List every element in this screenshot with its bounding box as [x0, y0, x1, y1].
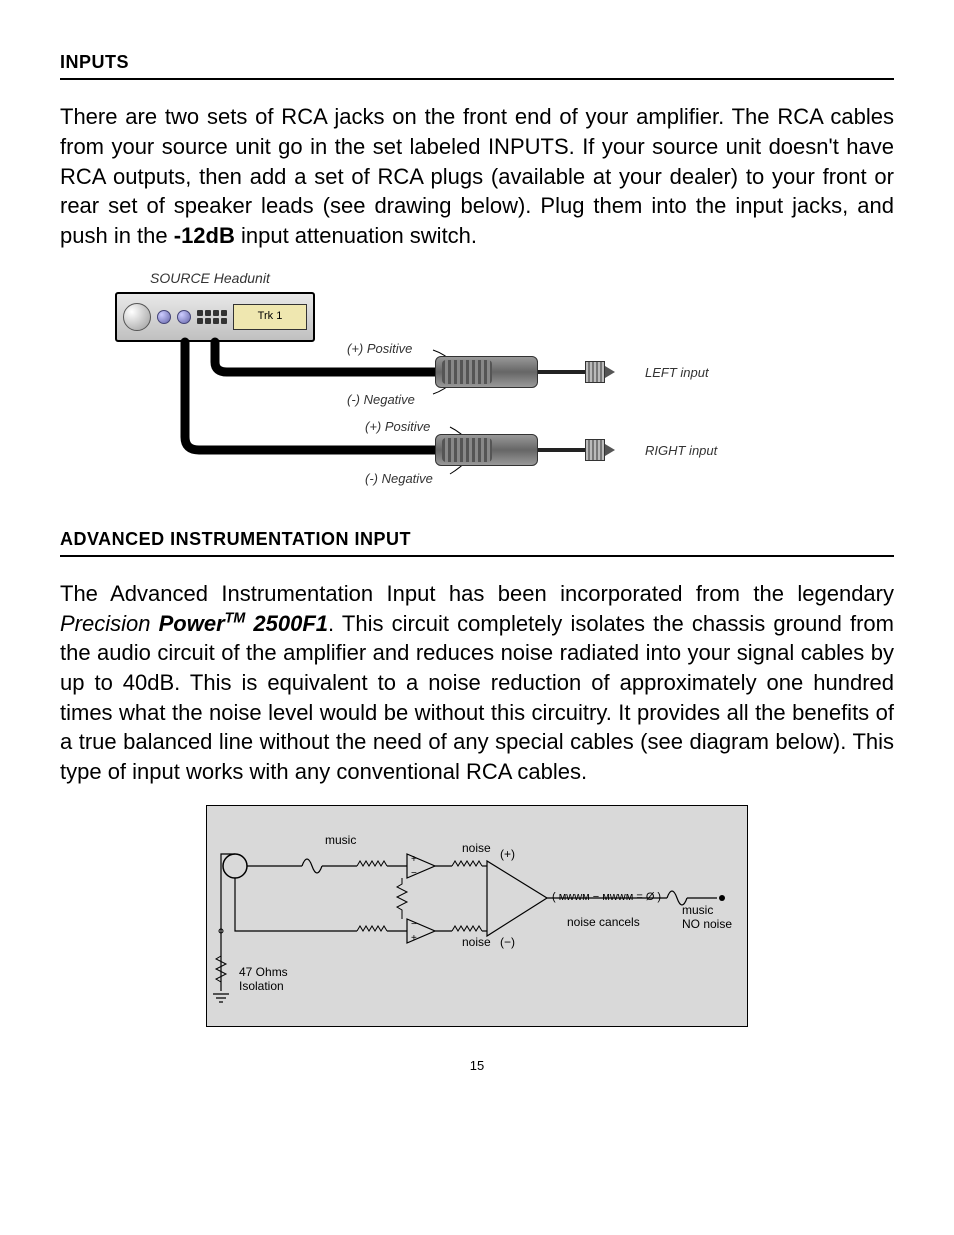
label-noise-1: noise: [462, 840, 491, 856]
section-header-advanced: ADVANCED INSTRUMENTATION INPUT: [60, 527, 894, 557]
cable-svg: [115, 292, 815, 502]
label-positive-bot: (+) Positive: [365, 418, 430, 436]
label-minus: (−): [500, 934, 515, 950]
label-noise-cancels: noise cancels: [567, 914, 640, 930]
rca-right-plug: [435, 430, 615, 470]
paragraph-inputs: There are two sets of RCA jacks on the f…: [60, 102, 894, 250]
svg-text:−: −: [411, 868, 417, 879]
label-isolation: Isolation: [239, 978, 284, 994]
label-positive-top: (+) Positive: [347, 340, 412, 358]
label-right-input: RIGHT input: [645, 442, 717, 460]
label-negative-top: (-) Negative: [347, 391, 415, 409]
label-music-1: music: [325, 832, 356, 848]
rca-left-plug: [435, 352, 615, 392]
label-cancel-expr: ( ᴍᴡᴡᴍ − ᴍᴡᴡᴍ = Ø ): [552, 890, 661, 905]
svg-text:+: +: [411, 933, 417, 944]
diagram-caption: SOURCE Headunit: [150, 269, 894, 288]
svg-text:−: −: [411, 919, 417, 930]
label-plus: (+): [500, 846, 515, 862]
label-negative-bot: (-) Negative: [365, 470, 433, 488]
label-left-input: LEFT input: [645, 364, 709, 382]
balanced-circuit-diagram: + − − + music noise: [206, 805, 748, 1027]
paragraph-advanced: The Advanced Instrumentation Input has b…: [60, 579, 894, 787]
section-header-inputs: INPUTS: [60, 50, 894, 80]
label-no-noise: NO noise: [682, 916, 732, 932]
label-noise-2: noise: [462, 934, 491, 950]
wiring-diagram: SOURCE Headunit Trk 1 (+) Positive: [115, 269, 894, 502]
page-number: 15: [60, 1057, 894, 1075]
svg-text:+: +: [411, 854, 417, 865]
